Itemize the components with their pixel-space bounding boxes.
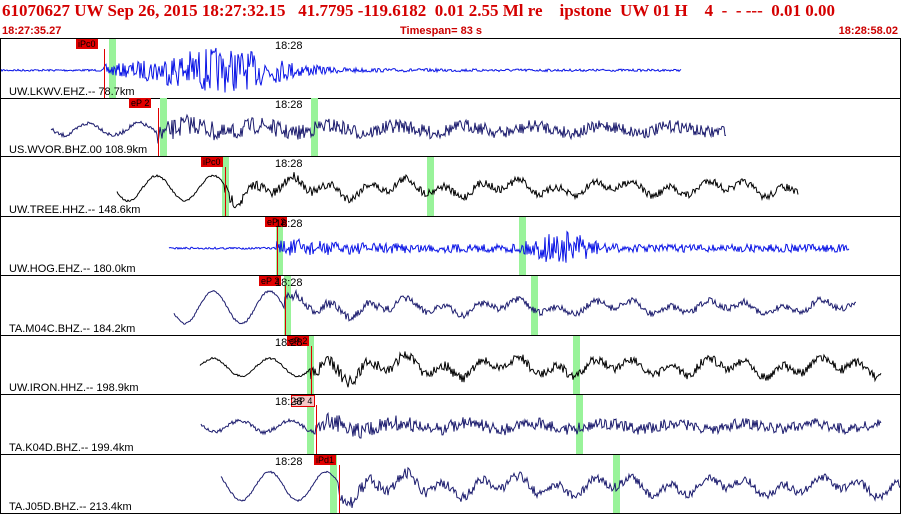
station-channel-label: UW.HOG.EHZ.-- 180.0km [9, 263, 136, 275]
time-tick-label: 18:28 [275, 98, 303, 111]
phase-pick-line[interactable] [158, 107, 159, 156]
phase-pick-line[interactable] [285, 286, 286, 335]
time-tick-label: 18:28 [275, 217, 303, 230]
phase-marker [160, 97, 167, 156]
phase-marker [284, 276, 291, 335]
seismogram-trace [200, 412, 882, 439]
phase-pick-flag[interactable]: eP 4 [291, 395, 316, 407]
time-tick-label: 18:28 [275, 277, 303, 289]
phase-pick-line[interactable] [316, 405, 317, 454]
phase-pick-flag[interactable]: iPc0 [201, 157, 223, 167]
time-tick-label: 18:28 [275, 396, 303, 408]
time-tick-label: 18:28 [275, 40, 303, 52]
phase-pick-flag[interactable]: eP 2 [287, 335, 310, 346]
window-end-time: 18:28:58.02 [838, 25, 898, 37]
phase-marker [307, 395, 314, 454]
time-tick-label: 18:28 [275, 158, 303, 170]
waveform-panel[interactable]: eP 4 18:28 TA.K04D.BHZ.-- 199.4km [0, 395, 901, 455]
phase-marker [573, 335, 580, 394]
phase-marker [427, 157, 434, 216]
phase-pick-flag[interactable]: iPc0 [76, 39, 98, 49]
time-tick-label: 18:28 [275, 336, 303, 349]
waveform-panel[interactable]: iPc0 18:28 UW.TREE.HHZ.-- 148.6km [0, 157, 901, 217]
window-start-time: 18:27:35.27 [2, 25, 62, 37]
seismogram-trace [220, 466, 900, 508]
waveform-panel[interactable]: eP 2 18:28 TA.M04C.BHZ.-- 184.2km [0, 276, 901, 336]
waveform-panel[interactable]: iPd1 18:28 TA.J05D.BHZ.-- 213.4km [0, 454, 901, 514]
station-channel-label: UW.IRON.HHZ.-- 198.9km [9, 382, 139, 394]
phase-pick-line[interactable] [225, 167, 226, 216]
seismogram-trace [116, 172, 799, 209]
phase-pick-flag[interactable]: eP 2 [259, 276, 282, 286]
event-summary-title: 61070627 UW Sep 26, 2015 18:27:32.15 41.… [2, 1, 835, 20]
waveform-panel[interactable]: eP 2 18:28 UW.IRON.HHZ.-- 198.9km [0, 335, 901, 395]
phase-pick-line[interactable] [104, 49, 105, 98]
seismogram-trace [50, 113, 727, 143]
station-channel-label: TA.K04D.BHZ.-- 199.4km [9, 441, 134, 454]
phase-pick-line[interactable] [311, 345, 312, 394]
seismogram-trace [168, 229, 850, 263]
seismogram-trace [1, 47, 682, 93]
time-tick-label: 18:28 [275, 455, 303, 468]
phase-pick-flag[interactable]: eP 2 [265, 216, 288, 227]
phase-marker [307, 335, 314, 394]
phase-marker [531, 276, 538, 335]
seismogram-trace [173, 288, 857, 325]
phase-pick-flag[interactable]: eP 2 [129, 97, 152, 108]
station-channel-label: TA.M04C.BHZ.-- 184.2km [9, 322, 136, 335]
phase-pick-line[interactable] [277, 226, 278, 275]
waveform-panel[interactable]: eP 2 18:28 UW.HOG.EHZ.-- 180.0km [0, 216, 901, 276]
phase-marker [330, 454, 337, 513]
station-channel-label: UW.LKWV.EHZ.-- 78.7km [9, 85, 135, 98]
station-channel-label: US.WVOR.BHZ.00 108.9km [9, 144, 148, 156]
timespan-label: Timespan= 83 s [400, 25, 483, 37]
phase-pick-line[interactable] [339, 464, 340, 513]
phase-pick-flag[interactable]: iPd1 [314, 454, 337, 465]
station-channel-label: UW.TREE.HHZ.-- 148.6km [9, 203, 141, 216]
seismogram-trace [199, 350, 882, 387]
phase-marker [613, 454, 620, 513]
station-channel-label: TA.J05D.BHZ.-- 213.4km [9, 501, 132, 513]
waveform-panel[interactable]: iPc0 18:28 UW.LKWV.EHZ.-- 78.7km [0, 38, 901, 99]
waveform-panel[interactable]: eP 2 18:28 US.WVOR.BHZ.00 108.9km [0, 97, 901, 157]
